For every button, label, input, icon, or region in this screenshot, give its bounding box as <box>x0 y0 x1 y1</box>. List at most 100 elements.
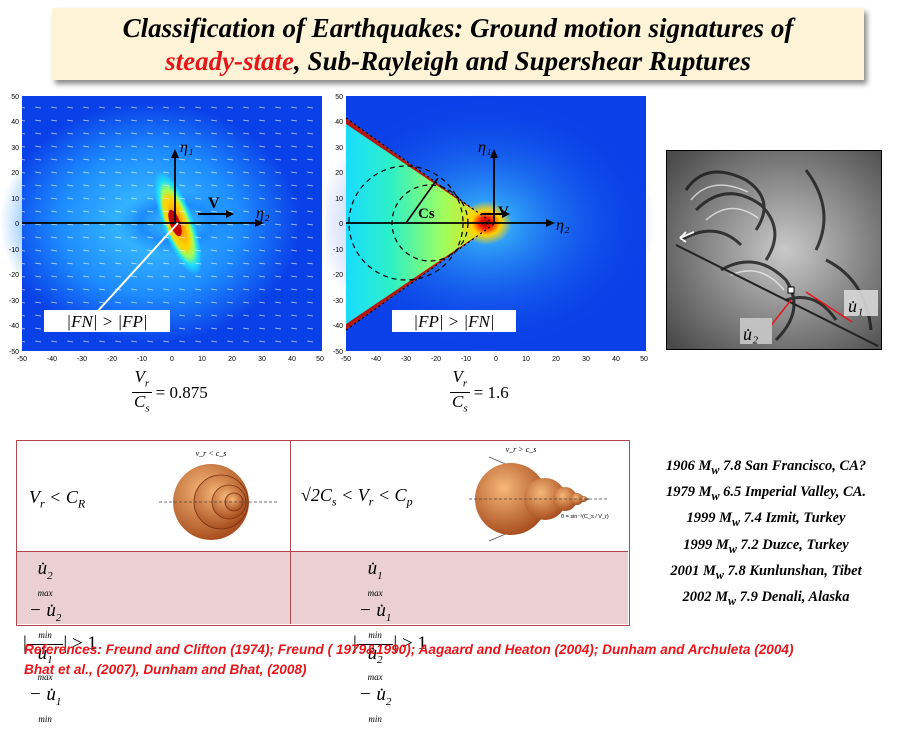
svg-text:-20: -20 <box>333 272 343 279</box>
svg-text:40: 40 <box>11 119 19 126</box>
title-banner: Classification of Earthquakes: Ground mo… <box>52 8 864 80</box>
photo-u1-label: u̇₁ <box>848 296 863 316</box>
svg-text:10: 10 <box>522 356 530 363</box>
svg-text:30: 30 <box>11 145 19 152</box>
svg-text:30: 30 <box>258 356 266 363</box>
photo-u2-label: u̇₂ <box>743 324 758 344</box>
cell-supershear-condition: √2Cs < Vr < Cp v_r > c_s θ = sin⁻¹(C_s /… <box>291 441 628 551</box>
svg-text:50: 50 <box>335 94 343 101</box>
plot2-cs-line <box>405 177 439 224</box>
svg-text:0: 0 <box>15 221 19 228</box>
sub-rayleigh-icon: v_r < c_s <box>159 449 277 540</box>
plot1-xticks: -50 -40 -30 -20 -10 0 10 20 30 40 50 <box>17 356 324 363</box>
earthquake-list: 1906 Mw 7.8 San Francisco, CA? 1979 Mw 6… <box>640 455 892 612</box>
plot2-label-box <box>392 310 516 332</box>
svg-text:-50: -50 <box>341 356 351 363</box>
svg-text:50: 50 <box>11 94 19 101</box>
svg-text:30: 30 <box>335 145 343 152</box>
references-line-1: References: Freund and Clifton (1974); F… <box>24 642 794 657</box>
supershear-icon-label: v_r > c_s <box>506 445 537 454</box>
supershear-icon: v_r > c_s θ = sin⁻¹(C_s / V_r) <box>469 445 609 542</box>
svg-text:-20: -20 <box>431 356 441 363</box>
plot2-v-label: V <box>498 204 509 220</box>
svg-text:-50: -50 <box>9 349 19 356</box>
rupture-criteria-table: Vr < CR v_r < c_s √2Cs < Vr < Cp <box>16 440 630 724</box>
plot1-fn-fp-label: |FN| > |FP| <box>66 312 147 331</box>
plot2-eta1-label: η₁ <box>478 139 492 156</box>
svg-text:10: 10 <box>335 196 343 203</box>
svg-text:20: 20 <box>11 170 19 177</box>
svg-text:-10: -10 <box>461 356 471 363</box>
sub-rayleigh-condition: Vr < CR <box>29 487 86 511</box>
photoelastic-photo: u̇₁ u̇₂ <box>666 150 882 350</box>
svg-text:-40: -40 <box>371 356 381 363</box>
sub-rayleigh-ratio-value: > 1 <box>71 633 97 655</box>
plot2-xticks: -50 -40 -30 -20 -10 0 10 20 30 40 50 <box>341 356 648 363</box>
svg-text:-30: -30 <box>9 298 19 305</box>
svg-text:-30: -30 <box>333 298 343 305</box>
title-line-2: steady-state, Sub-Rayleigh and Supershea… <box>52 45 864 78</box>
cell-sub-rayleigh-ratio: | u̇2 max − u̇2 min u̇1 max − u̇1 min | > 1 <box>17 551 291 724</box>
plot1-eta2-label: η₂ <box>256 205 270 222</box>
svg-text:0: 0 <box>339 221 343 228</box>
svg-text:-50: -50 <box>17 356 27 363</box>
photo-slip-arrow <box>679 231 695 243</box>
plot1-label-box <box>44 310 170 332</box>
svg-text:40: 40 <box>335 119 343 126</box>
svg-text:0: 0 <box>494 356 498 363</box>
earthquake-item: 2001 Mw 7.8 Kunlunshan, Tibet <box>670 562 862 582</box>
plot1-ratio: Vr Cs = 0.875 <box>132 367 208 415</box>
svg-text:20: 20 <box>228 356 236 363</box>
svg-text:20: 20 <box>335 170 343 177</box>
svg-text:40: 40 <box>612 356 620 363</box>
plot1-yticks: 50 40 30 20 10 0 -10 -20 -30 -40 -50 <box>9 94 19 356</box>
svg-text:-20: -20 <box>107 356 117 363</box>
plot1-eta1-label: η₁ <box>180 139 194 156</box>
mach-angle-label: θ = sin⁻¹(C_s / V_r) <box>561 514 609 520</box>
plot2-yticks: 50 40 30 20 10 0 -10 -20 -30 -40 -50 <box>333 94 343 356</box>
plot1-pointer-line <box>95 222 179 314</box>
references: References: Freund and Clifton (1974); F… <box>24 640 884 680</box>
title-steady-state: steady-state <box>165 46 295 76</box>
title-line-1: Classification of Earthquakes: Ground mo… <box>122 13 794 43</box>
sub-rayleigh-icon-label: v_r < c_s <box>196 449 227 458</box>
svg-text:10: 10 <box>11 196 19 203</box>
svg-text:-40: -40 <box>47 356 57 363</box>
photo-u1-pointer <box>805 291 853 323</box>
svg-text:40: 40 <box>288 356 296 363</box>
svg-text:-50: -50 <box>333 349 343 356</box>
supershear-condition: √2Cs < Vr < Cp <box>301 485 413 509</box>
references-line-2: Bhat et al., (2007), Dunham and Bhat, (2… <box>24 662 307 677</box>
earthquake-item: 1999 Mw 7.2 Duzce, Turkey <box>683 536 849 556</box>
svg-text:-10: -10 <box>333 247 343 254</box>
supershear-ratio: | u̇1 max − u̇1 min u̇2 max − u̇2 min | > 1 <box>353 558 427 725</box>
supershear-ratio-value: > 1 <box>401 633 427 655</box>
plot2-ratio: Vr Cs = 1.6 <box>450 367 509 415</box>
earthquake-item: 1979 Mw 6.5 Imperial Valley, CA. <box>665 484 867 504</box>
sub-rayleigh-ratio: | u̇2 max − u̇2 min u̇1 max − u̇1 min | > 1 <box>23 558 97 725</box>
photo-u2-pointer <box>768 299 792 329</box>
cell-supershear-ratio: | u̇1 max − u̇1 min u̇2 max − u̇2 min | > 1 <box>291 551 628 724</box>
svg-text:50: 50 <box>640 356 648 363</box>
svg-text:30: 30 <box>582 356 590 363</box>
svg-text:10: 10 <box>198 356 206 363</box>
svg-text:-10: -10 <box>9 247 19 254</box>
svg-text:-20: -20 <box>9 272 19 279</box>
svg-text:-10: -10 <box>137 356 147 363</box>
plot1-v-label: V <box>208 195 220 212</box>
plot-sub-rayleigh: η₁ η₂ V |FN| > |FP| 50 40 30 20 10 0 -10… <box>0 94 324 363</box>
svg-text:50: 50 <box>316 356 324 363</box>
photo-fault-line <box>675 244 879 347</box>
svg-text:-40: -40 <box>333 323 343 330</box>
svg-text:-40: -40 <box>9 323 19 330</box>
svg-text:20: 20 <box>552 356 560 363</box>
plot2-eta2-label: η₂ <box>556 217 570 234</box>
plot-supershear: η₁ η₂ V Cs |FP| > |FN| 50 40 30 20 10 0 … <box>326 93 656 363</box>
plot2-fp-fn-label: |FP| > |FN| <box>413 312 494 331</box>
title-line-2-rest: , Sub-Rayleigh and Supershear Ruptures <box>294 46 751 76</box>
svg-text:-30: -30 <box>401 356 411 363</box>
plot2-cs-label: Cs <box>418 206 435 222</box>
svg-text:0: 0 <box>170 356 174 363</box>
earthquake-item: 2002 Mw 7.9 Denali, Alaska <box>682 588 850 608</box>
cell-sub-rayleigh-condition: Vr < CR v_r < c_s <box>17 441 291 551</box>
